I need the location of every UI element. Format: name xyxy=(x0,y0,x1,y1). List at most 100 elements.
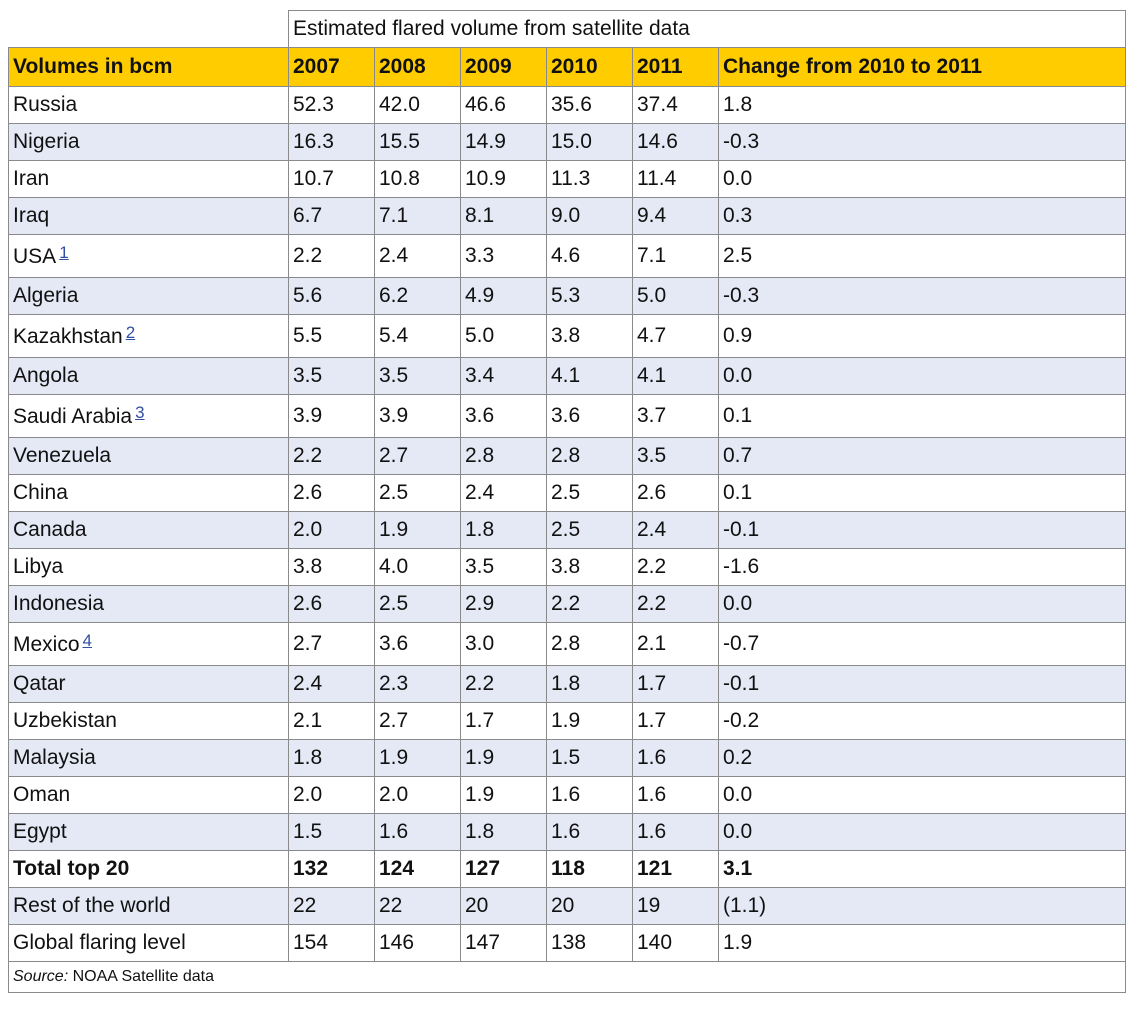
value-cell: 4.1 xyxy=(632,357,719,395)
table-row: Canada 2.0 1.9 1.8 2.5 2.4 -0.1 xyxy=(8,511,1126,549)
column-header: Volumes in bcm xyxy=(8,47,289,87)
table-row: Iraq 6.7 7.1 8.1 9.0 9.4 0.3 xyxy=(8,197,1126,235)
table-row: Saudi Arabia 3 3.9 3.9 3.6 3.6 3.7 0.1 xyxy=(8,394,1126,438)
value-cell: 3.3 xyxy=(460,234,547,278)
value-cell: -0.1 xyxy=(717,511,1126,549)
value-cell: 0.1 xyxy=(717,474,1126,512)
country-cell: Libya xyxy=(8,548,289,586)
footnote-link[interactable]: 3 xyxy=(135,403,145,422)
value-cell: 2.6 xyxy=(288,474,375,512)
country-name: USA xyxy=(13,245,57,268)
country-cell: Kazakhstan 2 xyxy=(8,314,289,358)
summary-label: Total top 20 xyxy=(8,850,289,888)
country-name: Qatar xyxy=(13,672,66,695)
value-cell: 2.5 xyxy=(374,474,461,512)
value-cell: 0.0 xyxy=(717,160,1126,198)
value-cell: 9.4 xyxy=(632,197,719,235)
country-cell: China xyxy=(8,474,289,512)
source-label: Source: xyxy=(13,968,69,985)
value-cell: 10.8 xyxy=(374,160,461,198)
table-row: Qatar 2.4 2.3 2.2 1.8 1.7 -0.1 xyxy=(8,665,1126,703)
country-cell: Saudi Arabia 3 xyxy=(8,394,289,438)
value-cell: 5.3 xyxy=(546,277,633,315)
value-cell: 3.7 xyxy=(632,394,719,438)
value-cell: 4.7 xyxy=(632,314,719,358)
value-cell: 2.3 xyxy=(374,665,461,703)
value-cell: 3.9 xyxy=(374,394,461,438)
country-name: Russia xyxy=(13,93,78,116)
country-name: Angola xyxy=(13,364,79,387)
summary-label: Rest of the world xyxy=(8,887,289,925)
summary-value: 154 xyxy=(288,924,375,962)
value-cell: 15.0 xyxy=(546,123,633,161)
country-name: Algeria xyxy=(13,284,79,307)
country-name: Nigeria xyxy=(13,130,80,153)
value-cell: 3.6 xyxy=(546,394,633,438)
country-cell: Indonesia xyxy=(8,585,289,623)
country-cell: Russia xyxy=(8,86,289,124)
value-cell: 1.9 xyxy=(460,776,547,814)
summary-value: 20 xyxy=(460,887,547,925)
column-header: 2009 xyxy=(460,47,547,87)
value-cell: 1.9 xyxy=(460,739,547,777)
super-header: Estimated flared volume from satellite d… xyxy=(287,10,1126,48)
value-cell: 1.6 xyxy=(632,813,719,851)
value-cell: 1.6 xyxy=(632,739,719,777)
value-cell: 14.9 xyxy=(460,123,547,161)
value-cell: 4.9 xyxy=(460,277,547,315)
country-cell: Oman xyxy=(8,776,289,814)
column-header: 2008 xyxy=(374,47,461,87)
country-cell: Qatar xyxy=(8,665,289,703)
table-row: Mexico 4 2.7 3.6 3.0 2.8 2.1 -0.7 xyxy=(8,622,1126,666)
value-cell: 1.5 xyxy=(288,813,375,851)
value-cell: 0.0 xyxy=(717,357,1126,395)
value-cell: 11.4 xyxy=(632,160,719,198)
value-cell: 2.5 xyxy=(374,585,461,623)
value-cell: 14.6 xyxy=(632,123,719,161)
source-note: Source: NOAA Satellite data xyxy=(7,961,1126,993)
country-name: Saudi Arabia xyxy=(13,405,133,428)
value-cell: 2.4 xyxy=(460,474,547,512)
country-name: Iran xyxy=(13,167,50,190)
value-cell: 5.6 xyxy=(288,277,375,315)
summary-value: 20 xyxy=(546,887,633,925)
source-text: NOAA Satellite data xyxy=(68,968,214,985)
flaring-table: Estimated flared volume from satellite d… xyxy=(7,10,1126,993)
table-row: Egypt 1.5 1.6 1.8 1.6 1.6 0.0 xyxy=(8,813,1126,851)
value-cell: 5.4 xyxy=(374,314,461,358)
table-row: Angola 3.5 3.5 3.4 4.1 4.1 0.0 xyxy=(8,357,1126,395)
value-cell: 5.0 xyxy=(632,277,719,315)
footnote-link[interactable]: 4 xyxy=(82,631,92,650)
summary-value: (1.1) xyxy=(717,887,1126,925)
country-name: China xyxy=(13,481,68,504)
value-cell: 0.9 xyxy=(717,314,1126,358)
footnote-link[interactable]: 2 xyxy=(125,323,136,342)
value-cell: 1.8 xyxy=(546,665,633,703)
value-cell: 2.2 xyxy=(288,234,375,278)
summary-row: Rest of the world 22 22 20 20 19 (1.1) xyxy=(8,887,1126,925)
country-cell: Algeria xyxy=(8,277,289,315)
column-header-row: Volumes in bcm 2007 2008 2009 2010 2011 … xyxy=(8,47,1126,87)
table-row: Indonesia 2.6 2.5 2.9 2.2 2.2 0.0 xyxy=(8,585,1126,623)
value-cell: 11.3 xyxy=(546,160,633,198)
summary-value: 22 xyxy=(288,887,375,925)
value-cell: 1.9 xyxy=(374,511,461,549)
value-cell: 1.9 xyxy=(546,702,633,740)
value-cell: 1.7 xyxy=(632,665,719,703)
value-cell: 0.7 xyxy=(717,437,1126,475)
summary-label: Global flaring level xyxy=(8,924,289,962)
value-cell: 42.0 xyxy=(374,86,461,124)
value-cell: -0.1 xyxy=(717,665,1126,703)
value-cell: 0.3 xyxy=(717,197,1126,235)
footnote-link[interactable]: 1 xyxy=(59,243,69,262)
table-row: Iran 10.7 10.8 10.9 11.3 11.4 0.0 xyxy=(8,160,1126,198)
value-cell: 2.8 xyxy=(546,622,633,666)
value-cell: 5.5 xyxy=(288,314,375,358)
value-cell: 3.6 xyxy=(460,394,547,438)
value-cell: 35.6 xyxy=(546,86,633,124)
value-cell: 1.6 xyxy=(374,813,461,851)
value-cell: 3.8 xyxy=(546,314,633,358)
country-name: Venezuela xyxy=(13,444,112,467)
country-cell: Egypt xyxy=(8,813,289,851)
table-row: Russia 52.3 42.0 46.6 35.6 37.4 1.8 xyxy=(8,86,1126,124)
